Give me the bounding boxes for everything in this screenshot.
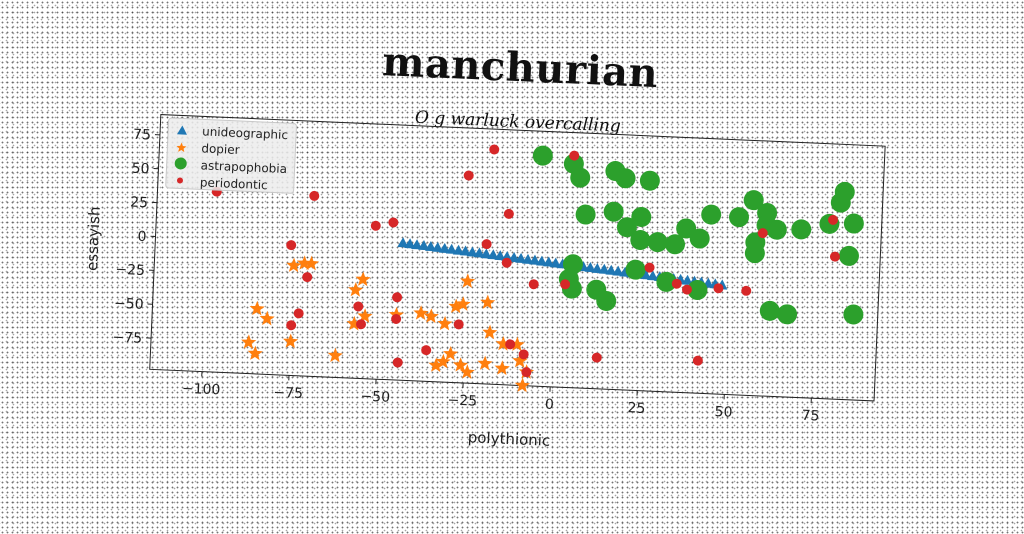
x-tick-label: 75 [801,408,820,425]
dopier-point [413,305,429,320]
dopier-point [348,282,364,297]
dopier-point [423,308,439,323]
periodontic-point [741,286,751,296]
periodontic-point [453,319,463,329]
astrapophobia-point [777,304,798,325]
periodontic-point [489,144,499,154]
periodontic-point [693,355,703,365]
x-tick-label: −100 [182,381,221,399]
dopier-point [247,345,263,360]
dopier-point [283,333,299,348]
y-tick-label: 0 [137,229,147,245]
periodontic-point [529,279,539,289]
periodontic-point [286,320,296,330]
series-astrapophobia [526,145,870,327]
y-tick-label: 75 [133,127,152,144]
y-axis-label: essayish [83,206,104,271]
periodontic-point [393,357,403,367]
y-tick-label: 50 [131,161,150,178]
dopier-point [259,310,275,325]
astrapophobia-point [575,204,596,225]
astrapophobia-point [639,170,660,191]
dopier-point [494,360,510,375]
astrapophobia-point [843,213,864,234]
periodontic-point [392,292,402,302]
periodontic-point [309,191,319,201]
dopier-point [327,347,343,362]
dopier-point [514,377,530,392]
astrapophobia-point [729,207,750,228]
periodontic-point [371,221,381,231]
periodontic-point [481,239,491,249]
y-tick-label: −75 [112,329,142,346]
x-tick-label: 50 [714,404,733,421]
dopier-point [477,355,493,370]
astrapophobia-point [603,201,624,222]
x-tick-label: −50 [360,389,390,406]
dopier-point [286,257,302,272]
periodontic-point [302,272,312,282]
x-tick-label: −75 [273,385,303,402]
astrapophobia-point [843,304,864,325]
x-axis-label: polythionic [467,428,550,450]
periodontic-point [286,240,296,250]
x-tick-label: 25 [627,400,646,417]
astrapophobia-point [647,232,668,253]
astrapophobia-point [701,204,722,225]
periodontic-point [592,352,602,362]
legend-label-dopier: dopier [201,141,240,157]
data-marks [204,131,870,406]
periodontic-point [504,209,514,219]
astrapophobia-point [839,245,860,266]
dopier-point [460,273,476,288]
periodontic-point [388,217,398,227]
series-dopier [239,253,538,393]
legend-label-periodontic: periodontic [200,175,268,192]
periodontic-point [293,308,303,318]
y-tick-label: −25 [115,262,145,279]
astrapophobia-point [532,145,553,166]
y-tick-label: −50 [114,296,144,313]
periodontic-point [830,251,840,261]
dopier-point [437,316,453,331]
x-tick-label: 0 [545,397,555,413]
astrapophobia-point [759,300,780,321]
x-tick-label: −25 [447,392,477,409]
periodontic-point [421,345,431,355]
legend: unideographic dopier astrapophobia perio… [166,118,297,194]
astrapophobia-point [791,219,812,240]
dopier-point [241,334,257,349]
dopier-point [480,294,496,309]
y-tick-label: 25 [130,194,149,211]
dopier-point [355,271,371,286]
periodontic-point [463,170,473,180]
periodontic-point [353,301,363,311]
dopier-point [249,301,265,316]
dopier-point [482,324,498,339]
